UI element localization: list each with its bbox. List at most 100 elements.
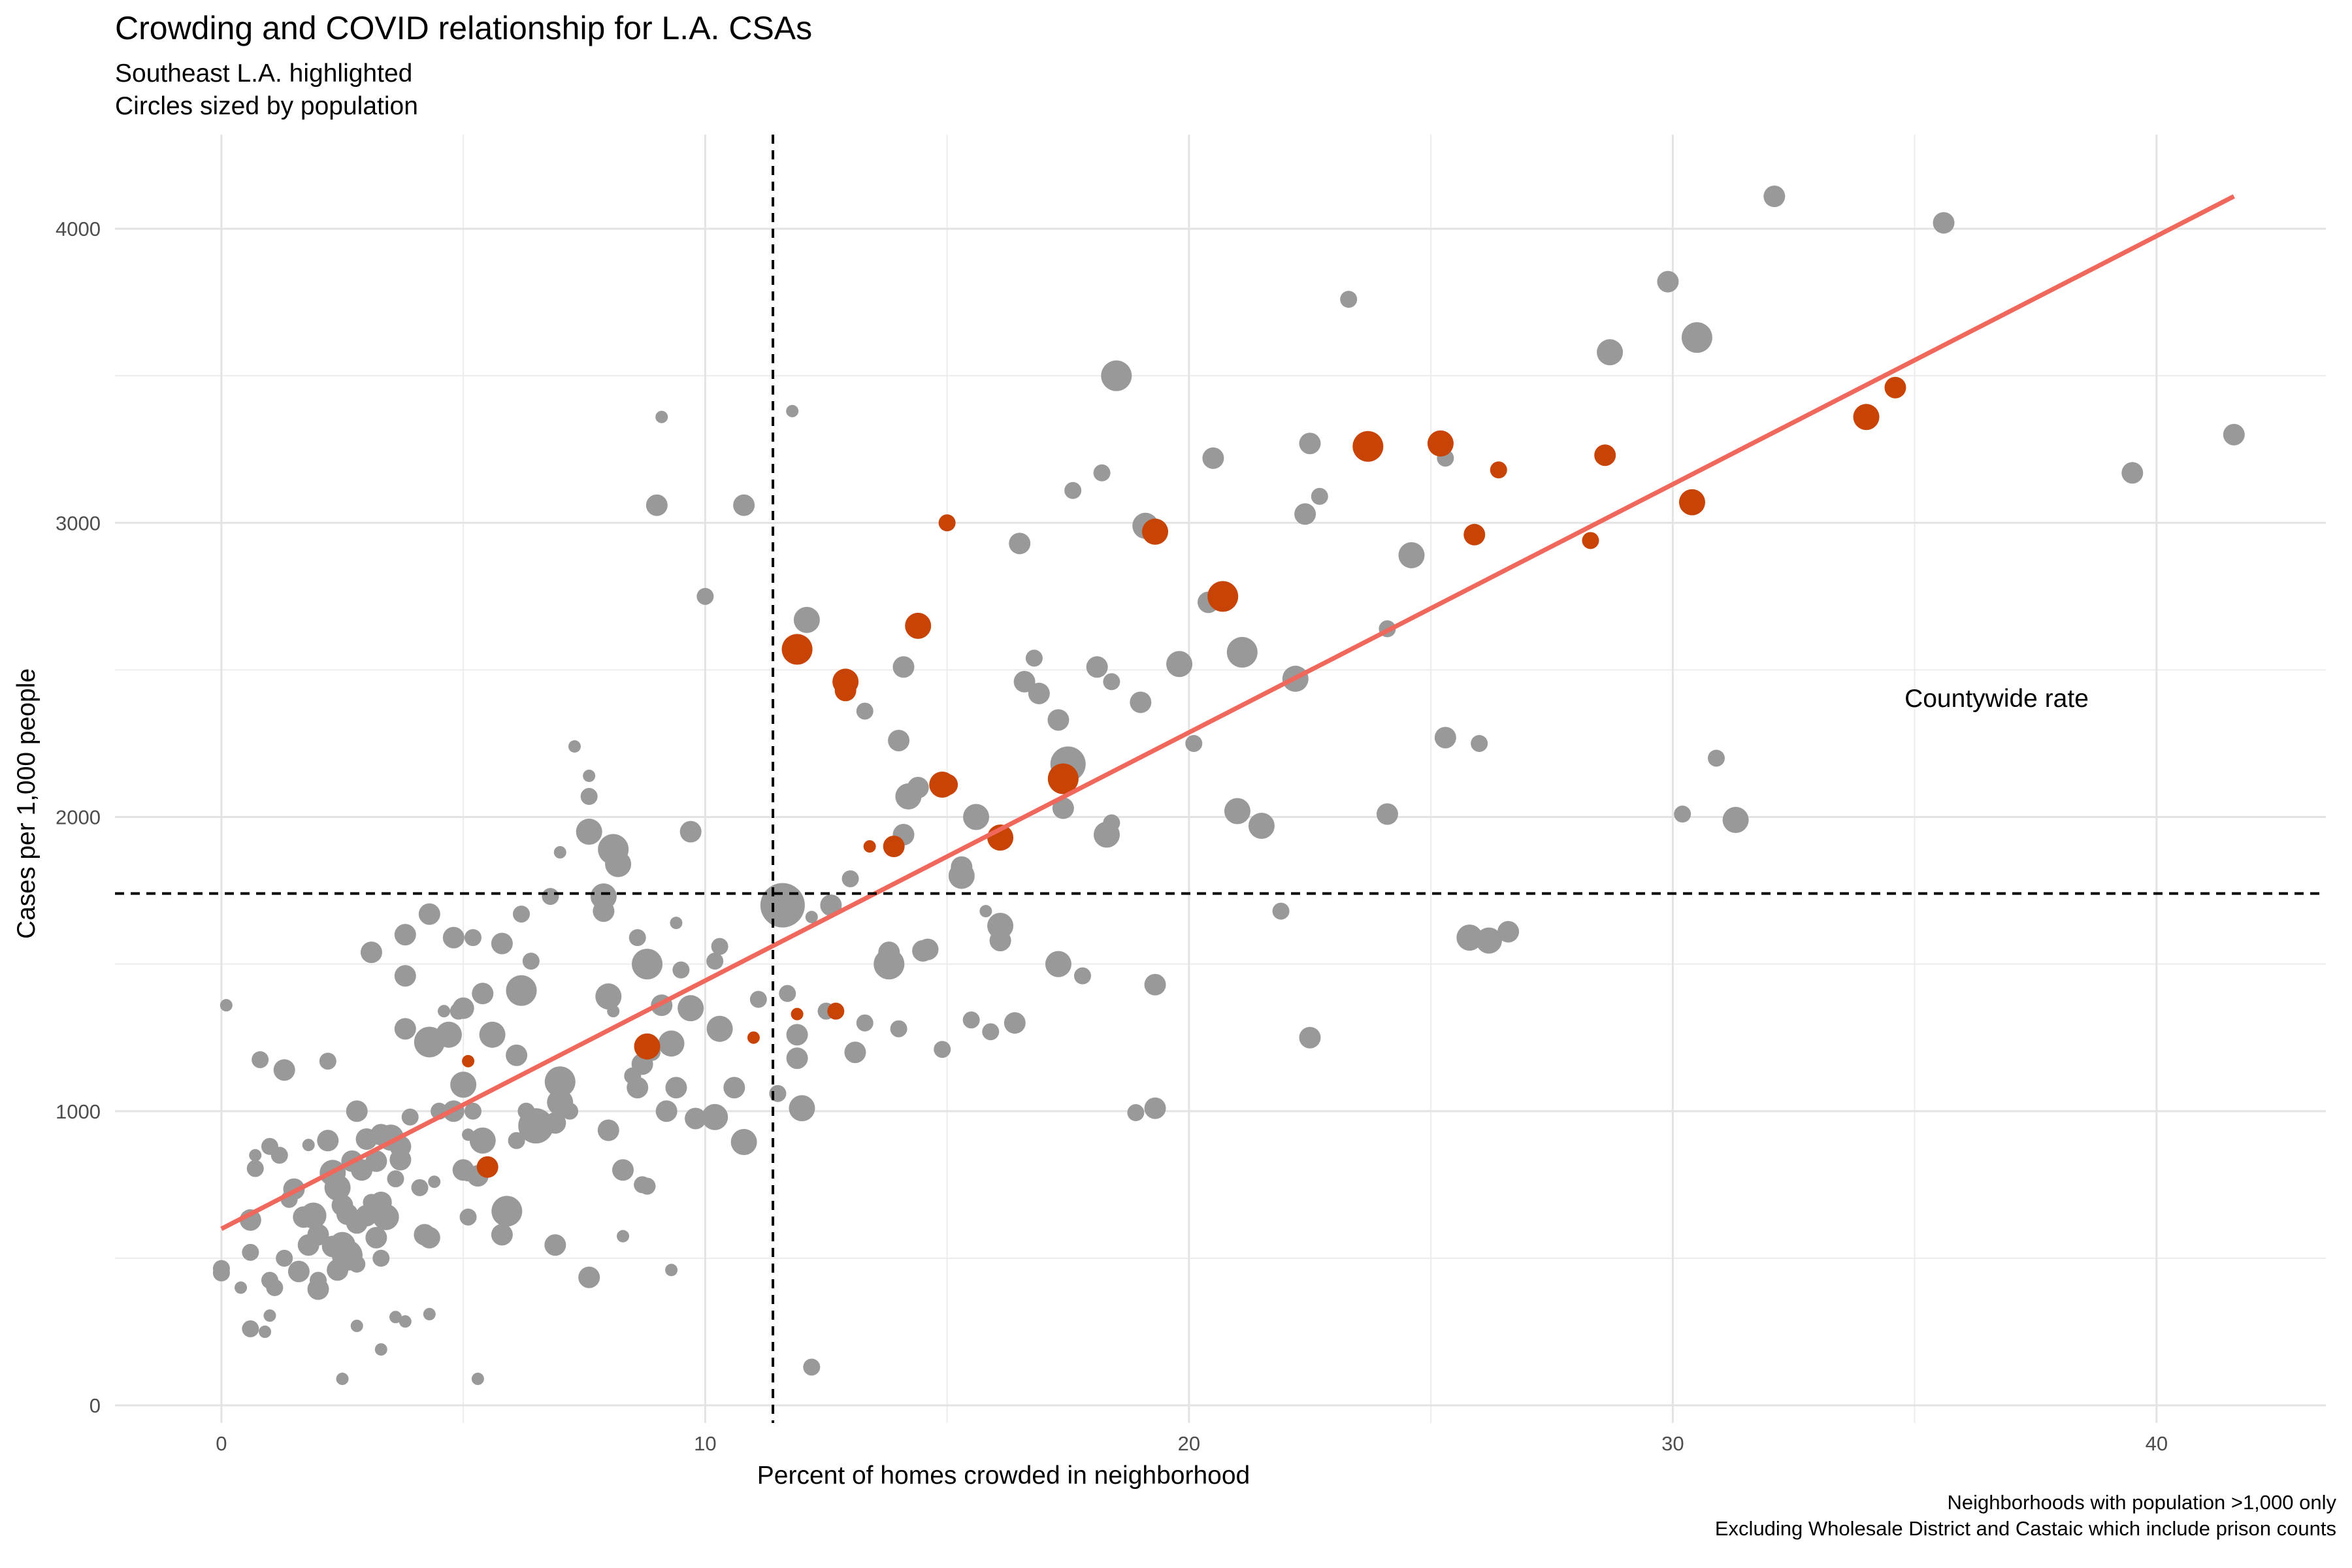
point-other: [1009, 532, 1031, 555]
point-southeast-la: [1490, 461, 1507, 479]
point-other: [856, 1014, 874, 1032]
subtitle-line-2: Circles sized by population: [115, 92, 418, 120]
point-other: [336, 1372, 349, 1385]
point-other: [702, 1103, 728, 1130]
x-tick-label: 30: [1661, 1432, 1684, 1455]
point-other: [350, 1319, 363, 1332]
point-other: [979, 905, 992, 918]
y-tick-label: 3000: [56, 512, 101, 534]
point-other: [580, 788, 598, 806]
point-other: [658, 1030, 685, 1057]
point-other: [1722, 807, 1749, 834]
point-other: [1299, 433, 1321, 455]
point-other: [1103, 814, 1120, 832]
point-southeast-la: [1352, 431, 1384, 462]
point-southeast-la: [791, 1007, 804, 1021]
y-tick-label: 2000: [56, 806, 101, 829]
point-other: [544, 1112, 566, 1134]
point-other: [411, 1179, 429, 1196]
point-other: [917, 938, 939, 960]
point-other: [307, 1278, 329, 1300]
point-other: [518, 1108, 554, 1144]
point-other: [259, 1325, 272, 1338]
point-other: [544, 1234, 566, 1256]
point-other: [1202, 447, 1224, 469]
point-other: [1127, 1104, 1145, 1122]
point-other: [1248, 813, 1275, 840]
point-other: [678, 995, 704, 1022]
point-southeast-la: [1853, 404, 1880, 431]
point-other: [438, 1005, 451, 1018]
point-southeast-la: [1884, 376, 1906, 399]
point-other: [389, 1311, 402, 1324]
point-other: [679, 821, 702, 843]
y-axis-title: Cases per 1,000 people: [12, 668, 41, 939]
point-other: [346, 1100, 368, 1122]
trend-line: [220, 194, 2235, 1231]
point-other: [1052, 797, 1074, 819]
point-other: [464, 929, 482, 947]
point-other: [1456, 924, 1483, 951]
point-other: [1103, 673, 1120, 691]
point-other: [544, 1066, 576, 1098]
point-other: [789, 1095, 815, 1122]
point-other: [1013, 670, 1036, 693]
point-other: [1185, 734, 1203, 752]
point-other: [212, 1260, 230, 1277]
point-other: [1471, 734, 1488, 752]
point-southeast-la: [883, 836, 905, 858]
point-other: [607, 1005, 620, 1018]
point-other: [583, 769, 596, 782]
point-southeast-la: [863, 840, 876, 853]
point-other: [442, 926, 465, 949]
point-other: [491, 1224, 513, 1246]
point-other: [394, 965, 416, 987]
point-other: [1376, 803, 1398, 825]
point-other: [1597, 339, 1624, 366]
point-southeast-la: [1207, 581, 1239, 612]
point-other: [1299, 1026, 1321, 1049]
point-southeast-la: [1594, 444, 1616, 466]
point-other: [1707, 749, 1725, 767]
point-other: [962, 1011, 980, 1029]
point-other: [513, 906, 531, 923]
x-tick-label: 40: [2146, 1432, 2168, 1455]
point-other: [982, 1023, 1000, 1041]
point-other: [786, 1047, 808, 1070]
point-other: [472, 983, 494, 1005]
point-other: [597, 1119, 619, 1141]
point-other: [435, 1021, 462, 1048]
point-other: [1144, 973, 1166, 996]
point-other: [612, 1159, 634, 1181]
point-southeast-la: [827, 1002, 845, 1020]
point-other: [319, 1053, 336, 1070]
point-other: [452, 997, 474, 1019]
point-southeast-la: [634, 1033, 661, 1060]
point-other: [246, 1160, 264, 1177]
point-other: [670, 917, 683, 930]
point-other: [578, 1266, 600, 1288]
point-other: [605, 851, 632, 877]
point-other: [242, 1320, 259, 1337]
point-other: [479, 1021, 506, 1048]
point-other: [450, 1071, 477, 1098]
point-other: [888, 729, 910, 751]
point-other: [428, 1175, 441, 1188]
point-southeast-la: [1582, 532, 1599, 549]
chart-subtitle: Southeast L.A. highlighted Circles sized…: [115, 57, 418, 123]
point-southeast-la: [1463, 523, 1486, 546]
point-southeast-la: [747, 1031, 760, 1044]
point-other: [508, 1132, 525, 1149]
point-other: [987, 913, 1014, 939]
point-other: [1004, 1012, 1026, 1034]
caption-line-2: Excluding Wholesale District and Castaic…: [1714, 1517, 2336, 1540]
point-other: [1073, 967, 1091, 985]
point-other: [874, 949, 905, 980]
point-other: [749, 990, 767, 1008]
point-other: [1434, 727, 1456, 749]
point-other: [273, 1059, 295, 1081]
point-other: [374, 1343, 387, 1356]
point-other: [730, 1129, 757, 1156]
point-other: [1475, 927, 1502, 954]
point-southeast-la: [1678, 489, 1705, 515]
